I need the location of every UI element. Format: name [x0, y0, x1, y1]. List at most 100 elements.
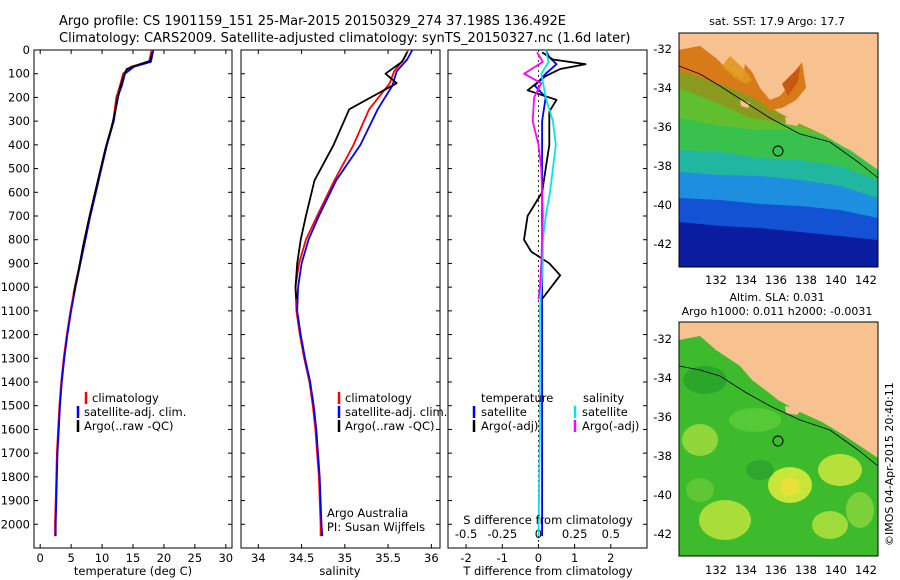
sst-map-frame — [678, 32, 879, 268]
series-line-argo-raw-qc — [294, 51, 408, 300]
sla-xtick: 138 — [795, 563, 817, 577]
legend-label-s-argo: Argo(-adj) — [582, 419, 639, 433]
legend-heading-salinity: salinity — [583, 391, 624, 405]
difference-axes-frame — [447, 49, 648, 549]
imos-credit: ©IMOS 04-Apr-2015 20:40:11 — [883, 382, 896, 546]
y-tick-label: 100 — [8, 67, 30, 81]
s-x-tick-label: 0.5 — [602, 527, 620, 541]
temperature-legend: climatology satellite-adj. clim. Argo(..… — [76, 391, 186, 433]
sst-map-xticks: 132 134 136 138 140 142 — [705, 273, 877, 287]
y-tick-label: 1600 — [1, 422, 30, 436]
sla-ytick: -40 — [653, 488, 672, 502]
sla-map-frame — [678, 321, 879, 557]
x-tick-label: 15 — [126, 551, 141, 565]
y-tick-label: 400 — [8, 138, 30, 152]
y-tick-label: 1700 — [1, 446, 30, 460]
y-tick-label: 800 — [8, 233, 30, 247]
legend-label-climatology: climatology — [92, 391, 159, 405]
sst-ytick: -36 — [653, 120, 672, 134]
legend-label-s-satellite: satellite — [582, 405, 628, 419]
x-tick-label: 36 — [424, 551, 439, 565]
sla-ytick: -32 — [653, 332, 672, 346]
annotation-pi-name: PI: Susan Wijffels — [327, 520, 425, 534]
sla-ytick: -36 — [653, 410, 672, 424]
sst-xtick: 140 — [825, 273, 847, 287]
t-x-tick-label: 0 — [535, 551, 542, 565]
sla-map-image — [679, 322, 878, 556]
sla-xtick: 140 — [825, 563, 847, 577]
x-tick-label: 0 — [37, 551, 44, 565]
figure-title-line2: Climatology: CARS2009. Satellite-adjuste… — [59, 31, 631, 46]
x-tick-label: 34.5 — [289, 551, 315, 565]
x-tick-label: 34 — [251, 551, 266, 565]
y-tick-label: 1900 — [1, 494, 30, 508]
y-tick-label: 500 — [8, 162, 30, 176]
sla-ytick: -38 — [653, 449, 672, 463]
sst-ytick: -42 — [653, 237, 672, 251]
legend-label-argo: Argo(..raw -QC) — [345, 419, 435, 433]
y-tick-label: 1400 — [1, 375, 30, 389]
x-tick-label: 20 — [157, 551, 172, 565]
y-tick-label: 1800 — [1, 470, 30, 484]
sla-ytick: -42 — [653, 527, 672, 541]
sst-xtick: 134 — [735, 273, 757, 287]
difference-t-xlabel: T difference from climatology — [462, 564, 633, 578]
sla-map-yticks: -32 -34 -36 -38 -40 -42 — [653, 332, 672, 541]
salinity-xlabel: salinity — [319, 564, 360, 578]
series-line-satellite-adj-clim — [296, 50, 414, 537]
sst-xtick: 136 — [765, 273, 787, 287]
series-line-s-satellite — [537, 50, 557, 537]
sst-ytick: -38 — [653, 159, 672, 173]
difference-s-xlabel: S difference from climatology — [463, 513, 633, 527]
sst-xtick: 132 — [705, 273, 727, 287]
y-tick-label: 0 — [23, 43, 30, 57]
sst-ytick: -32 — [653, 42, 672, 56]
figure-title-line1: Argo profile: CS 1901159_151 25-Mar-2015… — [59, 14, 566, 29]
t-x-tick-label: 2 — [607, 551, 614, 565]
y-tick-label: 1500 — [1, 399, 30, 413]
sla-map-xticks: 132 134 136 138 140 142 — [705, 563, 877, 577]
sst-map-image — [679, 33, 878, 267]
y-tick-label: 1300 — [1, 351, 30, 365]
sla-xtick: 136 — [765, 563, 787, 577]
sst-map-yticks: -32 -34 -36 -38 -40 -42 — [653, 42, 672, 251]
y-tick-label: 200 — [8, 90, 30, 104]
annotation-argo-australia: Argo Australia — [327, 506, 408, 520]
t-x-tick-label: -1 — [497, 551, 508, 565]
temperature-panel: 0100200300400500600700800900100011001200… — [1, 43, 233, 578]
salinity-axes-frame — [240, 49, 441, 549]
series-line-t-argo-adj — [523, 51, 587, 300]
sst-xtick: 142 — [855, 273, 877, 287]
legend-label-argo: Argo(..raw -QC) — [84, 419, 174, 433]
temperature-axes-frame — [33, 49, 233, 549]
sla-xtick: 134 — [735, 563, 757, 577]
y-tick-label: 2000 — [1, 517, 30, 531]
sst-ytick: -40 — [653, 198, 672, 212]
sla-ytick: -34 — [653, 371, 672, 385]
difference-panel: -2 -1 0 1 2-0.5 -0.25 0 0.25 0.5 S difference fr… — [447, 49, 648, 578]
y-tick-label: 300 — [8, 114, 30, 128]
x-tick-label: 25 — [188, 551, 203, 565]
temperature-xlabel: temperature (deg C) — [74, 564, 192, 578]
y-tick-label: 700 — [8, 209, 30, 223]
sla-map: Altim. SLA: 0.031 Argo h1000: 0.011 h200… — [653, 291, 879, 577]
y-tick-label: 1100 — [1, 304, 30, 318]
salinity-legend: climatology satellite-adj. clim. Argo(..… — [337, 391, 447, 433]
y-tick-label: 600 — [8, 185, 30, 199]
x-tick-label: 35.5 — [375, 551, 401, 565]
sla-xtick: 132 — [705, 563, 727, 577]
salinity-panel: 34 34.5 35 35.5 36 salinity climatology sate… — [240, 49, 447, 578]
y-tick-label: 900 — [8, 256, 30, 270]
s-x-tick-label: -0.25 — [487, 527, 517, 541]
sst-map-title: sat. SST: 17.9 Argo: 17.7 — [709, 15, 845, 28]
t-x-tick-label: 1 — [571, 551, 578, 565]
legend-heading-temperature: temperature — [481, 391, 553, 405]
legend-label-t-satellite: satellite — [481, 405, 527, 419]
y-tick-label: 1000 — [1, 280, 30, 294]
legend-label-t-argo: Argo(-adj) — [481, 419, 538, 433]
t-x-tick-label: -2 — [460, 551, 471, 565]
sla-map-title-line2: Argo h1000: 0.011 h2000: -0.0031 — [682, 305, 873, 318]
sst-xtick: 138 — [795, 273, 817, 287]
sla-map-title-line1: Altim. SLA: 0.031 — [729, 291, 824, 304]
